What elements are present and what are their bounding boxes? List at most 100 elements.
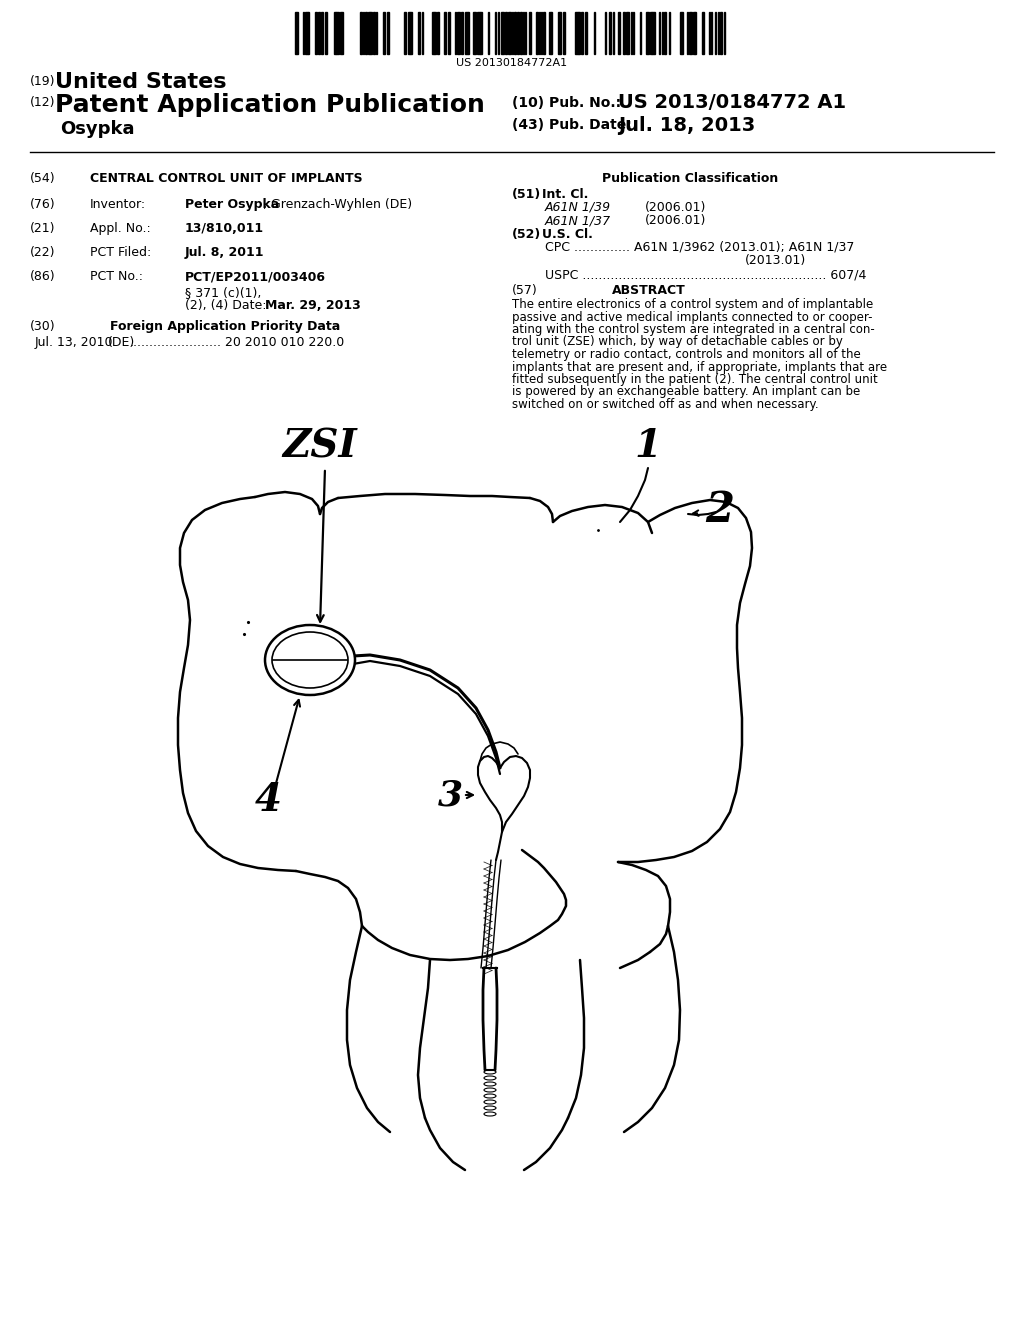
Bar — [652, 12, 655, 54]
Text: 4: 4 — [255, 781, 282, 818]
Text: § 371 (c)(1),: § 371 (c)(1), — [185, 286, 261, 300]
Bar — [693, 12, 695, 54]
Text: (43) Pub. Date:: (43) Pub. Date: — [512, 117, 632, 132]
Text: .......................: ....................... — [130, 337, 222, 348]
Text: telemetry or radio contact, controls and monitors all of the: telemetry or radio contact, controls and… — [512, 348, 861, 360]
Bar — [461, 12, 463, 54]
Bar — [536, 12, 538, 54]
Text: Osypka: Osypka — [60, 120, 134, 139]
Text: USPC ............................................................. 607/4: USPC ...................................… — [545, 268, 866, 281]
Bar — [480, 12, 482, 54]
Bar — [702, 12, 705, 54]
Bar — [370, 12, 372, 54]
Bar — [365, 12, 367, 54]
Text: (22): (22) — [30, 246, 55, 259]
Text: , Grenzach-Wyhlen (DE): , Grenzach-Wyhlen (DE) — [263, 198, 412, 211]
Text: (86): (86) — [30, 271, 55, 282]
Bar — [383, 12, 385, 54]
Bar — [437, 12, 439, 54]
Bar — [434, 12, 436, 54]
Text: PCT/EP2011/003406: PCT/EP2011/003406 — [185, 271, 326, 282]
Bar — [444, 12, 446, 54]
Text: 2: 2 — [706, 488, 734, 531]
Text: 3: 3 — [437, 777, 463, 812]
Bar — [457, 12, 460, 54]
Bar — [646, 12, 649, 54]
Bar — [325, 12, 327, 54]
Text: Jul. 18, 2013: Jul. 18, 2013 — [618, 116, 756, 135]
Bar — [680, 12, 683, 54]
Text: (19): (19) — [30, 75, 55, 88]
Text: US 20130184772A1: US 20130184772A1 — [457, 58, 567, 69]
Text: Publication Classification: Publication Classification — [602, 172, 778, 185]
Bar — [477, 12, 480, 54]
Bar — [501, 12, 504, 54]
Bar — [449, 12, 450, 54]
Bar — [465, 12, 468, 54]
Bar — [373, 12, 375, 54]
Text: (2), (4) Date:: (2), (4) Date: — [185, 300, 266, 312]
Bar — [623, 12, 625, 54]
Bar — [295, 12, 298, 54]
Bar — [575, 12, 578, 54]
Bar — [520, 12, 522, 54]
Text: ABSTRACT: ABSTRACT — [612, 284, 686, 297]
Bar — [336, 12, 339, 54]
Bar — [305, 12, 308, 54]
Text: (12): (12) — [30, 96, 55, 110]
Bar — [418, 12, 420, 54]
Text: fitted subsequently in the patient (2). The central control unit: fitted subsequently in the patient (2). … — [512, 374, 878, 385]
Text: 20 2010 010 220.0: 20 2010 010 220.0 — [225, 337, 344, 348]
Text: Mar. 29, 2013: Mar. 29, 2013 — [265, 300, 360, 312]
Bar — [508, 12, 511, 54]
Text: (51): (51) — [512, 187, 542, 201]
Text: (57): (57) — [512, 284, 538, 297]
Bar — [618, 12, 620, 54]
Bar — [318, 12, 319, 54]
Ellipse shape — [272, 632, 348, 688]
Text: The entire electronics of a control system and of implantable: The entire electronics of a control syst… — [512, 298, 873, 312]
Text: Int. Cl.: Int. Cl. — [542, 187, 589, 201]
Text: United States: United States — [55, 73, 226, 92]
Text: (DE): (DE) — [108, 337, 135, 348]
Bar — [473, 12, 476, 54]
Bar — [609, 12, 611, 54]
Text: (30): (30) — [30, 319, 55, 333]
Bar — [315, 12, 317, 54]
Text: trol unit (ZSE) which, by way of detachable cables or by: trol unit (ZSE) which, by way of detacha… — [512, 335, 843, 348]
Text: Jul. 13, 2010: Jul. 13, 2010 — [35, 337, 114, 348]
Text: (10) Pub. No.:: (10) Pub. No.: — [512, 96, 622, 110]
Text: ating with the control system are integrated in a central con-: ating with the control system are integr… — [512, 323, 874, 337]
Bar — [720, 12, 722, 54]
Bar — [689, 12, 692, 54]
Bar — [410, 12, 412, 54]
Bar — [505, 12, 507, 54]
Bar — [549, 12, 551, 54]
Ellipse shape — [265, 624, 355, 696]
Text: switched on or switched off as and when necessary.: switched on or switched off as and when … — [512, 399, 818, 411]
Text: (54): (54) — [30, 172, 55, 185]
Text: (21): (21) — [30, 222, 55, 235]
Text: (76): (76) — [30, 198, 55, 211]
Text: passive and active medical implants connected to or cooper-: passive and active medical implants conn… — [512, 310, 872, 323]
Text: U.S. Cl.: U.S. Cl. — [542, 228, 593, 242]
Text: CENTRAL CONTROL UNIT OF IMPLANTS: CENTRAL CONTROL UNIT OF IMPLANTS — [90, 172, 362, 185]
Bar — [558, 12, 561, 54]
Text: PCT Filed:: PCT Filed: — [90, 246, 152, 259]
Bar — [581, 12, 583, 54]
Bar — [585, 12, 587, 54]
Bar — [321, 12, 323, 54]
Text: Inventor:: Inventor: — [90, 198, 146, 211]
Text: 1: 1 — [635, 426, 662, 465]
Text: PCT No.:: PCT No.: — [90, 271, 143, 282]
Text: A61N 1/37: A61N 1/37 — [545, 214, 611, 227]
Text: Jul. 8, 2011: Jul. 8, 2011 — [185, 246, 264, 259]
Text: Appl. No.:: Appl. No.: — [90, 222, 151, 235]
Bar — [529, 12, 531, 54]
Text: is powered by an exchangeable battery. An implant can be: is powered by an exchangeable battery. A… — [512, 385, 860, 399]
Text: 13/810,011: 13/810,011 — [185, 222, 264, 235]
Bar — [360, 12, 362, 54]
Bar — [664, 12, 666, 54]
Text: US 2013/0184772 A1: US 2013/0184772 A1 — [618, 92, 846, 112]
Bar — [404, 12, 406, 54]
